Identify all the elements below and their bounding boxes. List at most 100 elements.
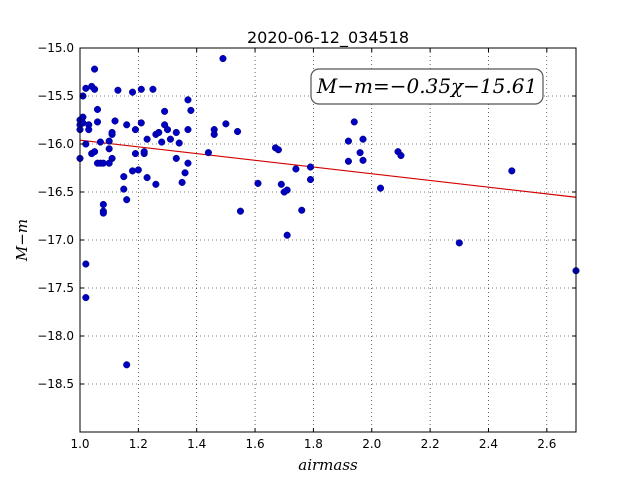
data-point (131, 150, 139, 158)
data-point (283, 231, 291, 239)
data-point (222, 120, 230, 128)
x-tick-label: 2.6 (537, 437, 556, 451)
fit-line (79, 139, 577, 198)
data-point (99, 209, 107, 217)
grid-layer (79, 47, 576, 432)
data-point (152, 180, 160, 188)
data-point (455, 239, 463, 247)
data-point (236, 207, 245, 215)
data-point (184, 159, 192, 167)
data-point (158, 138, 166, 146)
data-point (99, 200, 107, 209)
y-tick-label: −15.0 (37, 41, 74, 55)
data-point (128, 88, 137, 96)
data-point (105, 145, 113, 153)
x-tick-label: 2.2 (421, 437, 440, 451)
data-point (397, 151, 405, 160)
data-point (376, 184, 385, 192)
data-point (350, 118, 358, 126)
point-layer (76, 55, 580, 369)
data-point (210, 130, 218, 138)
data-point (283, 186, 291, 194)
data-point (163, 126, 172, 134)
x-tick-label: 1.6 (246, 437, 265, 451)
x-axis-label: airmass (298, 456, 358, 474)
data-point (85, 126, 93, 134)
x-tick-label: 1.0 (70, 437, 89, 451)
data-point (82, 294, 90, 302)
tick-layer: 1.0 1.2 1.4 1.6 1.8 2.0 2.2 2.4 2.6 −15.0 −15.5 −16… (37, 41, 576, 451)
data-point (166, 135, 174, 143)
data-point (306, 163, 315, 171)
data-point (204, 149, 212, 157)
fit-layer (79, 139, 577, 198)
data-point (172, 128, 180, 137)
data-point (123, 196, 131, 204)
data-point (91, 148, 99, 156)
data-point (344, 157, 352, 165)
data-point (93, 118, 102, 126)
data-point (175, 139, 183, 147)
data-point (143, 135, 151, 143)
chart-title: 2020-06-12_034518 (247, 28, 409, 48)
data-point (356, 149, 364, 157)
data-point (254, 179, 262, 187)
data-point (184, 126, 192, 134)
data-point (137, 119, 145, 127)
data-point (108, 154, 116, 162)
data-point (149, 85, 157, 93)
data-point (105, 137, 113, 145)
data-point (184, 96, 192, 104)
annotation-box (310, 68, 544, 105)
data-point (508, 167, 516, 175)
data-point (172, 154, 180, 162)
x-tick-label: 2.0 (362, 437, 381, 451)
y-tick-label: −18.5 (37, 377, 74, 391)
data-point (161, 107, 169, 115)
data-point (134, 166, 142, 174)
data-point (344, 137, 352, 145)
y-tick-label: −17.0 (37, 233, 74, 247)
data-point (120, 185, 128, 193)
y-tick-label: −17.5 (37, 281, 74, 295)
data-point (359, 156, 367, 164)
y-tick-label: −15.5 (37, 89, 74, 103)
data-point (306, 175, 315, 184)
data-point (187, 106, 195, 114)
data-point (140, 148, 148, 156)
x-tick-label: 1.8 (304, 437, 323, 451)
data-point (292, 165, 300, 173)
data-point (234, 127, 242, 136)
data-point (298, 206, 306, 214)
data-point (111, 117, 119, 125)
y-tick-label: −16.5 (37, 185, 74, 199)
data-point (277, 180, 285, 188)
data-point (91, 85, 99, 93)
data-point (82, 260, 90, 268)
data-point (93, 105, 102, 113)
x-tick-label: 1.2 (129, 437, 148, 451)
data-point (131, 126, 139, 134)
data-point (128, 167, 137, 175)
data-point (143, 174, 151, 182)
y-axis-label: M−m (13, 219, 31, 262)
data-point (274, 146, 282, 154)
x-tick-label: 2.4 (479, 437, 498, 451)
data-point (178, 178, 186, 186)
data-point (219, 55, 227, 63)
data-point (359, 135, 367, 143)
data-point (96, 138, 104, 146)
data-point (123, 361, 131, 369)
data-point (91, 65, 99, 73)
x-tick-label: 1.4 (187, 437, 206, 451)
data-point (137, 85, 145, 93)
data-point (114, 86, 122, 94)
data-point (108, 128, 116, 137)
data-point (181, 169, 189, 177)
data-point (155, 128, 163, 137)
data-point (123, 121, 131, 129)
y-tick-label: −18.0 (37, 329, 74, 343)
fit-equation-annotation: M−m=−0.35χ−15.61 (316, 74, 537, 98)
